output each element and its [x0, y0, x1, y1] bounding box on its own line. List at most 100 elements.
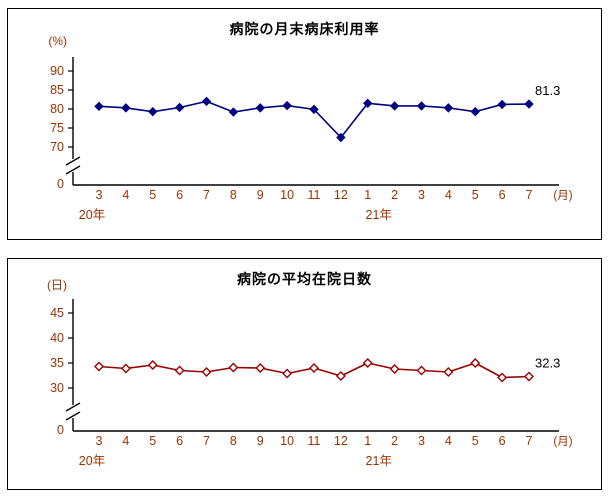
y-zero-label: 0	[57, 423, 64, 437]
x-tick-label: 9	[257, 434, 264, 448]
x-tick-label: 7	[203, 434, 210, 448]
x-tick-label: 11	[308, 188, 321, 202]
x-tick-label: 10	[280, 434, 294, 448]
x-tick-label: 8	[230, 188, 237, 202]
x-tick-label: 3	[418, 188, 425, 202]
x-tick-label: 10	[280, 188, 294, 202]
x-tick-label: 9	[257, 188, 264, 202]
data-point-marker	[497, 372, 508, 383]
data-point-marker	[255, 363, 266, 373]
year-label: 20年	[79, 208, 105, 222]
data-point-marker	[228, 107, 239, 117]
x-tick-label: 4	[122, 434, 129, 448]
year-label: 20年	[79, 454, 105, 468]
data-point-marker	[389, 101, 400, 111]
data-point-marker	[336, 132, 346, 143]
y-tick-label: 30	[50, 381, 64, 395]
data-point-marker	[228, 362, 239, 373]
x-tick-label: 5	[149, 188, 156, 202]
data-point-marker	[309, 363, 319, 373]
x-tick-label: 6	[176, 188, 183, 202]
data-point-marker	[201, 96, 212, 107]
axis-break-mark	[65, 165, 81, 175]
x-axis-unit-label: (月)	[553, 436, 572, 448]
data-point-marker	[120, 363, 131, 374]
data-point-marker	[389, 364, 400, 374]
last-value-annotation: 32.3	[535, 356, 560, 371]
x-tick-label: 2	[391, 434, 398, 448]
chart-title: 病院の月末病床利用率	[229, 21, 380, 37]
data-point-marker	[363, 98, 373, 109]
average-stay-chart-panel: 45 40 35 30 0 (日) 3 4 5 6 7 8 9 10 11 12 1 2 3 4 5 6 7 (月) 20年 21…	[7, 258, 602, 490]
y-tick-label: 40	[50, 331, 64, 345]
x-tick-label: 6	[176, 434, 183, 448]
data-point-marker	[470, 106, 480, 117]
data-point-marker	[148, 106, 158, 117]
x-tick-label: 5	[472, 188, 479, 202]
data-point-marker	[443, 103, 454, 113]
last-value-annotation: 81.3	[535, 83, 560, 98]
x-tick-label: 4	[445, 434, 452, 448]
axis-break-mark	[65, 411, 81, 421]
data-point-marker	[416, 101, 427, 111]
data-point-marker	[309, 104, 319, 115]
y-tick-label: 80	[50, 102, 64, 116]
x-tick-label: 5	[472, 434, 479, 448]
x-tick-label: 8	[230, 434, 237, 448]
data-point-marker	[362, 358, 373, 368]
y-axis-unit-label: (日)	[47, 278, 67, 292]
x-tick-label: 7	[526, 434, 533, 448]
data-point-marker	[282, 100, 292, 111]
x-tick-label: 7	[203, 188, 210, 202]
bed-utilization-chart-panel: 90 85 80 75 70 0 (%) 3 4 5 6 7 8 9 10 11 12 1 2 3 4 5 6 7 (月) 20年…	[7, 8, 602, 240]
data-point-marker	[174, 102, 185, 113]
y-zero-label: 0	[57, 177, 64, 191]
year-label: 21年	[366, 208, 392, 222]
x-tick-label: 1	[364, 434, 371, 448]
data-point-marker	[497, 99, 507, 110]
data-point-marker	[94, 101, 104, 112]
data-point-marker	[174, 365, 185, 376]
data-point-marker	[255, 103, 265, 113]
y-tick-label: 45	[50, 306, 64, 320]
y-tick-label: 85	[50, 83, 64, 97]
x-tick-label: 11	[308, 434, 321, 448]
x-tick-label: 4	[122, 188, 129, 202]
y-tick-label: 75	[50, 121, 64, 135]
chart-title: 病院の平均在院日数	[237, 271, 372, 287]
data-point-marker	[443, 367, 454, 377]
y-tick-label: 70	[50, 140, 64, 154]
data-point-marker	[121, 103, 131, 113]
x-tick-label: 12	[334, 434, 348, 448]
year-label: 21年	[366, 454, 392, 468]
x-axis-unit-label: (月)	[553, 190, 572, 202]
x-tick-label: 5	[149, 434, 156, 448]
x-tick-label: 7	[526, 188, 533, 202]
data-point-marker	[524, 371, 534, 382]
x-tick-label: 3	[96, 188, 103, 202]
axis-break-mark	[65, 156, 81, 166]
data-point-marker	[201, 367, 212, 377]
data-point-marker	[94, 361, 104, 372]
x-tick-label: 2	[391, 188, 398, 202]
data-point-marker	[282, 368, 293, 379]
x-tick-label: 12	[334, 188, 348, 202]
data-point-marker	[524, 99, 534, 109]
y-tick-label: 90	[50, 64, 64, 78]
x-tick-label: 6	[499, 188, 506, 202]
x-tick-label: 4	[445, 188, 452, 202]
x-tick-label: 1	[364, 188, 371, 202]
data-point-marker	[147, 360, 158, 370]
data-point-marker	[470, 358, 481, 368]
data-point-marker	[416, 365, 427, 376]
y-axis-unit-label: (%)	[48, 34, 67, 48]
axis-break-mark	[65, 402, 81, 412]
y-tick-label: 35	[50, 356, 64, 370]
x-tick-label: 6	[499, 434, 506, 448]
x-tick-label: 3	[418, 434, 425, 448]
data-point-marker	[335, 371, 346, 381]
x-tick-label: 3	[96, 434, 103, 448]
